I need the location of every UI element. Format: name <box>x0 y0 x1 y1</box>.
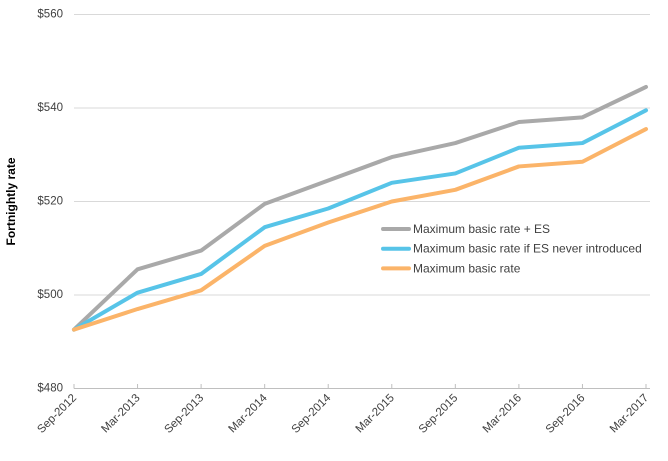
y-tick-label-500: $500 <box>37 289 63 301</box>
x-tick-label-mar-2016: Mar-2016 <box>481 392 524 435</box>
legend-label-maximum-basic-rate-es: Maximum basic rate + ES <box>413 222 550 236</box>
legend-label-maximum-basic-rate-if-es-never-introduced: Maximum basic rate if ES never introduce… <box>413 242 642 256</box>
y-axis-title: Fortnightly rate <box>4 157 18 245</box>
y-tick-label-540: $540 <box>37 102 63 114</box>
x-tick-label-mar-2017: Mar-2017 <box>608 392 651 435</box>
x-tick-label-sep-2016: Sep-2016 <box>544 392 588 436</box>
x-tick-label-sep-2013: Sep-2013 <box>162 392 206 436</box>
y-tick-label-560: $560 <box>37 9 63 21</box>
x-tick-label-sep-2015: Sep-2015 <box>417 392 461 436</box>
x-tick-label-sep-2012: Sep-2012 <box>35 392 79 436</box>
series-line-maximum-basic-rate <box>72 127 648 332</box>
y-tick-label-520: $520 <box>37 196 63 208</box>
legend-label-maximum-basic-rate: Maximum basic rate <box>413 261 521 275</box>
y-tick-label-480: $480 <box>37 383 63 395</box>
series-line-maximum-basic-rate-if-es-never-introduced <box>72 108 648 332</box>
series-line-maximum-basic-rate-es <box>72 84 648 332</box>
x-tick-label-mar-2015: Mar-2015 <box>354 392 397 435</box>
x-tick-label-mar-2013: Mar-2013 <box>99 392 142 435</box>
x-tick-label-mar-2014: Mar-2014 <box>226 392 270 436</box>
x-tick-label-sep-2014: Sep-2014 <box>290 392 334 436</box>
